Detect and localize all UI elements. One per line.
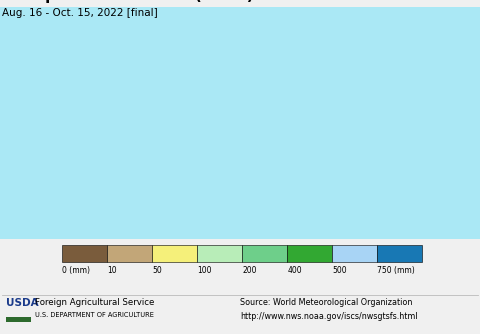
Text: 50: 50 [153, 266, 162, 275]
Text: Source: World Meteorological Organization: Source: World Meteorological Organizatio… [240, 298, 412, 307]
Text: 200: 200 [242, 266, 257, 275]
Text: 500: 500 [332, 266, 347, 275]
Text: U.S. DEPARTMENT OF AGRICULTURE: U.S. DEPARTMENT OF AGRICULTURE [35, 312, 154, 318]
Text: 0 (mm): 0 (mm) [62, 266, 90, 275]
Text: 400: 400 [288, 266, 302, 275]
Text: Foreign Agricultural Service: Foreign Agricultural Service [35, 298, 154, 307]
Text: Precipitation 2-Month (WMO): Precipitation 2-Month (WMO) [2, 0, 254, 3]
Text: 750 (mm): 750 (mm) [377, 266, 415, 275]
Text: USDA: USDA [6, 298, 38, 308]
Text: 10: 10 [108, 266, 117, 275]
Text: http://www.nws.noaa.gov/iscs/nwsgtsfs.html: http://www.nws.noaa.gov/iscs/nwsgtsfs.ht… [240, 312, 418, 321]
Text: 100: 100 [197, 266, 212, 275]
Text: Aug. 16 - Oct. 15, 2022 [final]: Aug. 16 - Oct. 15, 2022 [final] [2, 8, 158, 18]
